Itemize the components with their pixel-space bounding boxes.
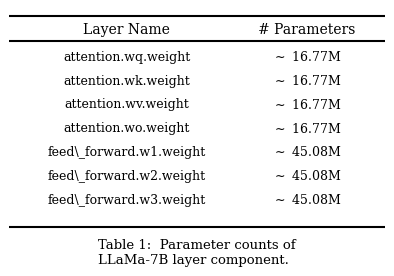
- Text: $\sim$ 16.77M: $\sim$ 16.77M: [272, 122, 341, 136]
- Text: $\sim$ 16.77M: $\sim$ 16.77M: [272, 98, 341, 112]
- Text: feed\_forward.w2.weight: feed\_forward.w2.weight: [48, 170, 206, 183]
- Text: feed\_forward.w1.weight: feed\_forward.w1.weight: [47, 146, 206, 159]
- Text: attention.wo.weight: attention.wo.weight: [63, 122, 190, 135]
- Text: attention.wv.weight: attention.wv.weight: [64, 99, 189, 112]
- Text: $\sim$ 45.08M: $\sim$ 45.08M: [272, 145, 341, 160]
- Text: $\sim$ 16.77M: $\sim$ 16.77M: [272, 74, 341, 88]
- Text: attention.wq.weight: attention.wq.weight: [63, 51, 190, 64]
- Text: Layer Name: Layer Name: [83, 23, 170, 37]
- Text: $\sim$ 45.08M: $\sim$ 45.08M: [272, 169, 341, 183]
- Text: attention.wk.weight: attention.wk.weight: [63, 75, 190, 88]
- Text: # Parameters: # Parameters: [258, 23, 355, 37]
- Text: $\sim$ 16.77M: $\sim$ 16.77M: [272, 51, 341, 64]
- Text: Table 1:  Parameter counts of
LLaMa-7B layer component.: Table 1: Parameter counts of LLaMa-7B la…: [98, 239, 296, 267]
- Text: feed\_forward.w3.weight: feed\_forward.w3.weight: [47, 193, 206, 206]
- Text: $\sim$ 45.08M: $\sim$ 45.08M: [272, 193, 341, 207]
